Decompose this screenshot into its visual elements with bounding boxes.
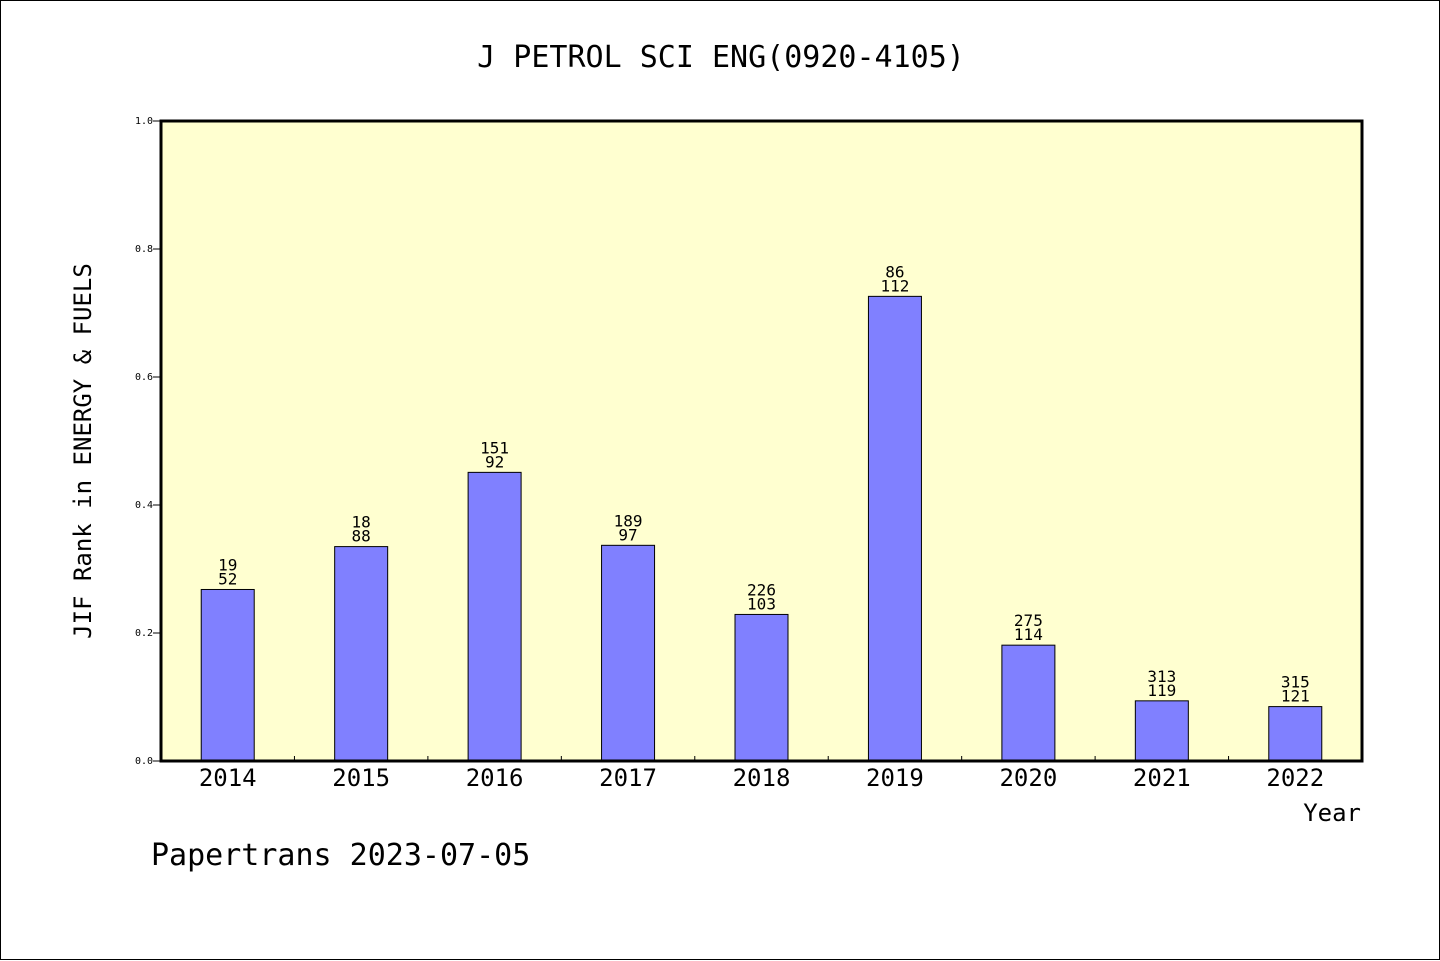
bar-label-bottom: 88 <box>352 527 371 546</box>
y-tick-label: 0.2 <box>135 628 153 639</box>
x-tick-label: 2016 <box>466 764 524 792</box>
x-tick-label: 2019 <box>866 764 924 792</box>
bar-2015 <box>334 546 389 762</box>
footer-text: Papertrans 2023-07-05 <box>151 838 530 873</box>
y-axis-label: JIF Rank in ENERGY & FUELS <box>69 263 97 639</box>
bar-2014 <box>200 588 255 762</box>
y-tick-label: 1.0 <box>135 116 153 127</box>
bar-label-bottom: 121 <box>1281 687 1310 706</box>
bar-2022 <box>1268 706 1323 762</box>
bar-label-bottom: 52 <box>218 569 237 588</box>
x-tick-label: 2015 <box>332 764 390 792</box>
bar-label-top: 19 <box>218 555 237 574</box>
bar-label-top: 226 <box>747 580 776 599</box>
bar-label-top: 275 <box>1014 611 1043 630</box>
x-axis-ticks: 2014 2015 2016 2017 2018 2019 2020 2021 2022 <box>199 756 1324 792</box>
x-tick-label: 2022 <box>1266 764 1324 792</box>
y-tick-label: 0.0 <box>135 756 153 767</box>
bar-label-bottom: 103 <box>747 594 776 613</box>
y-axis-ticks: 0.0 0.2 0.4 0.6 0.8 1.0 <box>135 116 161 767</box>
bar-label-bottom: 112 <box>880 276 909 295</box>
bar-2020 <box>1001 644 1056 762</box>
chart-title: J PETROL SCI ENG(0920-4105) <box>477 40 965 75</box>
bar-2019 <box>867 295 922 762</box>
bar-2017 <box>601 544 656 762</box>
bar-label-top: 313 <box>1147 667 1176 686</box>
x-tick-label: 2018 <box>733 764 791 792</box>
x-tick-label: 2014 <box>199 764 257 792</box>
bar-label-top: 151 <box>480 438 509 457</box>
plot-border <box>159 119 1364 763</box>
bar-label-bottom: 114 <box>1014 625 1043 644</box>
bar-label-bottom: 119 <box>1147 681 1176 700</box>
bar-label-top: 18 <box>352 513 371 532</box>
bar-label-top: 86 <box>885 262 904 281</box>
bars <box>200 295 1323 762</box>
bar-label-top: 189 <box>614 511 643 530</box>
bar-label-bottom: 97 <box>618 525 637 544</box>
x-tick-label: 2021 <box>1133 764 1191 792</box>
y-tick-label: 0.6 <box>135 372 153 383</box>
bar-2021 <box>1134 700 1189 762</box>
bar-label-top: 315 <box>1281 673 1310 692</box>
x-tick-label: 2020 <box>999 764 1057 792</box>
bar-2018 <box>734 613 789 762</box>
y-tick-label: 0.8 <box>135 244 153 255</box>
bar-2016 <box>467 471 522 762</box>
y-tick-label: 0.4 <box>135 500 153 511</box>
x-axis-label: Year <box>1303 799 1361 827</box>
x-tick-label: 2017 <box>599 764 657 792</box>
bar-label-bottom: 92 <box>485 452 504 471</box>
